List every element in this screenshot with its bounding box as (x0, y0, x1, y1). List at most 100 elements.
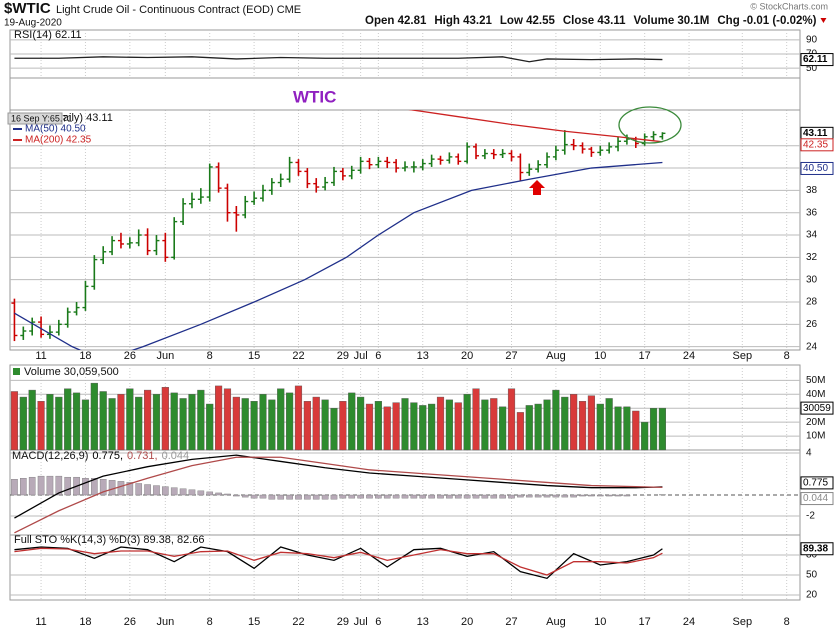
value-box-label: 62.11 (803, 54, 828, 65)
value-box (800, 492, 834, 506)
series-line (14, 56, 663, 63)
volume-bar (81, 399, 90, 451)
x-tick-label: 6 (375, 616, 381, 628)
histogram-bar (126, 482, 134, 496)
histogram-bar (366, 494, 373, 499)
series-line (14, 547, 663, 576)
series-line (14, 161, 663, 350)
volume-bar (250, 401, 258, 451)
x-tick-label: 8 (784, 350, 790, 362)
histogram-bar (197, 490, 205, 496)
histogram-bar (321, 494, 329, 500)
x-tick-label: Aug (546, 350, 566, 362)
volume-bar (357, 396, 365, 451)
x-tick-label: 22 (292, 616, 304, 628)
volume-bar (339, 401, 347, 451)
volume-bar (516, 412, 524, 451)
volume-bar (72, 392, 81, 451)
volume-bar (117, 394, 125, 451)
volume-bar (419, 405, 427, 451)
y-tick-label: 50 (806, 570, 818, 581)
volume-bar (126, 388, 134, 451)
value-box-label: 42.35 (803, 139, 828, 150)
volume-bar (463, 394, 471, 451)
volume-bar (152, 394, 161, 451)
x-tick-label: 15 (248, 350, 260, 362)
histogram-bar (241, 494, 249, 498)
histogram-bar (579, 494, 586, 497)
x-tick-label: 8 (207, 616, 213, 628)
histogram-bar (437, 494, 444, 499)
y-tick-label: 38 (806, 185, 818, 196)
y-tick-label: 20 (806, 590, 818, 601)
volume-bar (587, 395, 595, 451)
x-tick-label: 15 (248, 616, 260, 628)
volume-bar (348, 392, 356, 451)
volume-bar (570, 394, 578, 451)
x-tick-label: 8 (784, 616, 790, 628)
legend-label: MA(50) 40.50 (25, 124, 86, 135)
symbol-name: Light Crude Oil - Continuous Contract (E… (56, 4, 301, 16)
copyright: © StockCharts.com (750, 1, 828, 11)
x-tick-label: 11 (35, 350, 46, 362)
volume-bar (268, 399, 276, 451)
y-tick-label: 90 (806, 35, 818, 46)
volume-bar (286, 392, 294, 451)
volume-bar (401, 398, 409, 451)
volume-bar (552, 389, 560, 451)
x-tick-label: 17 (639, 616, 651, 628)
volume-bar (19, 396, 27, 451)
histogram-bar (499, 494, 506, 499)
volume-bar (330, 407, 338, 451)
x-tick-label: Sep (733, 616, 753, 628)
histogram-bar (490, 494, 498, 499)
histogram-bar (375, 494, 382, 499)
quote-item: Volume 30.1M (634, 15, 710, 27)
y-tick-label: 24 (806, 341, 818, 352)
x-tick-label: 17 (639, 350, 651, 362)
y-tick-label: 28 (806, 297, 818, 308)
y-tick-label: 32 (806, 252, 818, 263)
x-tick-label: 24 (683, 350, 695, 362)
histogram-bar (11, 479, 18, 496)
x-tick-label: Jun (156, 616, 174, 628)
quote-item: Close 43.11 (563, 15, 626, 27)
volume-bar (472, 388, 480, 451)
y-tick-label: 50 (806, 63, 818, 74)
volume-bar (312, 396, 320, 451)
volume-bar (197, 389, 205, 451)
volume-bar (144, 389, 152, 451)
x-tick-label: 18 (79, 616, 91, 628)
volume-bar (28, 389, 36, 451)
x-tick-label: 29 (337, 350, 349, 362)
volume-bar (179, 398, 187, 451)
arrow (529, 180, 545, 195)
x-tick-label: Jul (354, 616, 368, 628)
panel-frame (9, 109, 801, 351)
volume-bar (632, 410, 640, 451)
quote-item: Low 42.55 (500, 15, 556, 27)
histogram-bar (117, 481, 125, 496)
tooltip: 16 Sep Y:65.71 (11, 113, 72, 123)
histogram-bar (543, 494, 551, 498)
histogram-bar (596, 494, 604, 497)
title-icon (13, 368, 20, 375)
volume-bar (525, 405, 533, 451)
volume-bar (188, 394, 196, 451)
x-tick-label: 6 (375, 350, 381, 362)
histogram-bar (153, 485, 160, 496)
quote-item: Open 42.81 (365, 15, 427, 27)
histogram-bar (188, 489, 196, 496)
volume-bar (223, 388, 232, 451)
histogram-bar (295, 494, 302, 500)
volume-bar (259, 394, 267, 451)
x-tick-label: 20 (461, 350, 473, 362)
quote-item: High 43.21 (434, 15, 492, 27)
histogram-bar (570, 494, 577, 498)
value-box (800, 476, 834, 490)
y-tick-label: 30 (806, 274, 818, 285)
x-tick-label: 13 (417, 616, 429, 628)
volume-bar (365, 403, 374, 451)
histogram-bar (312, 494, 320, 500)
value-box (800, 161, 834, 175)
